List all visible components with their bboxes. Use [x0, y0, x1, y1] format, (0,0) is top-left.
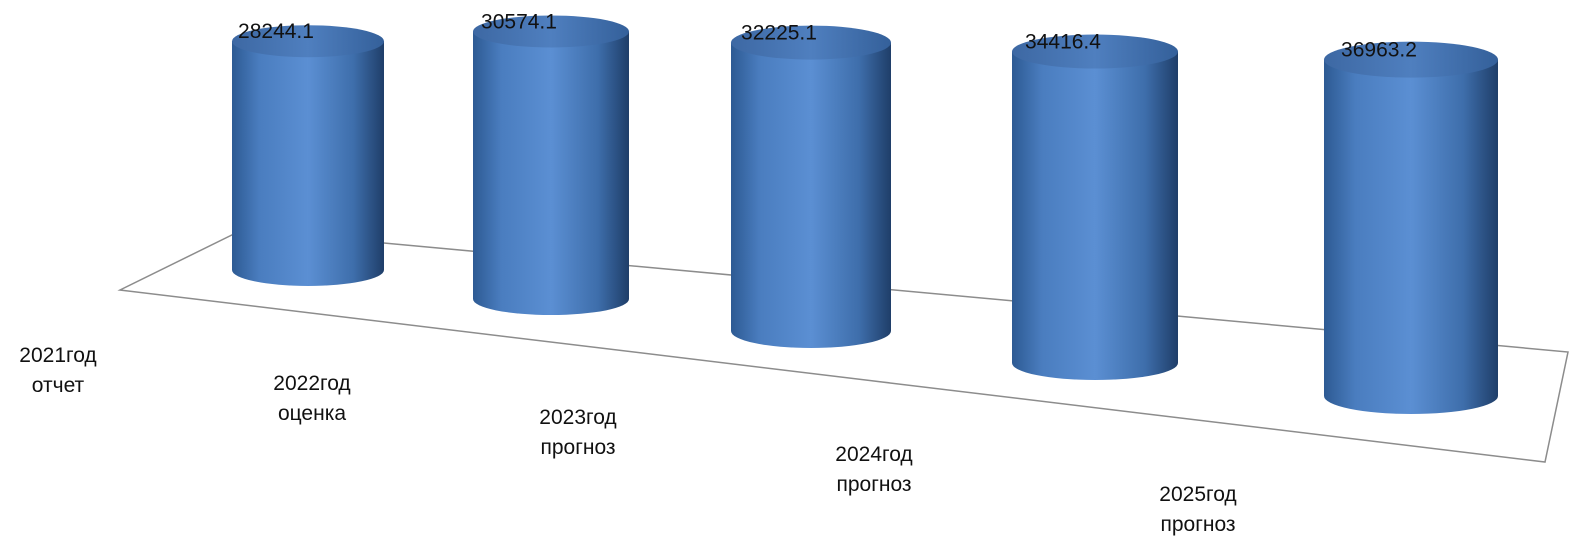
- bar-body: [232, 41, 384, 286]
- value-labels-layer: 28244.1 30574.1 32225.1 34416.4 36963.2: [238, 10, 1417, 61]
- bar-top: [731, 25, 891, 60]
- x-tick-label: 2022год оценка: [273, 372, 351, 425]
- bar-cylinder: [473, 15, 629, 316]
- bar-body: [1012, 51, 1178, 380]
- x-tick-label: 2024год прогноз: [835, 443, 913, 496]
- data-label: 32225.1: [741, 22, 817, 45]
- x-tick-label: 2025год прогноз: [1159, 483, 1237, 536]
- bar-cylinder: [1012, 34, 1178, 380]
- data-label: 34416.4: [1025, 31, 1101, 54]
- x-tick-label: 2021год отчет: [19, 344, 97, 397]
- bar-top: [1324, 41, 1498, 78]
- data-label: 36963.2: [1341, 39, 1417, 62]
- bar-top: [473, 15, 629, 48]
- bar-body: [473, 31, 629, 316]
- bar-cylinder: [1324, 41, 1498, 414]
- bar-cylinder: [731, 25, 891, 348]
- data-label: 30574.1: [481, 10, 557, 33]
- bar-body: [731, 42, 891, 348]
- data-label: 28244.1: [238, 20, 314, 43]
- bar-cylinder: [232, 25, 384, 286]
- bars-layer: [232, 15, 1498, 414]
- bar-top: [1012, 34, 1178, 69]
- bar-top: [232, 25, 384, 58]
- chart-floor: [117, 229, 1569, 463]
- bar-body: [1324, 59, 1498, 414]
- x-tick-label: 2023год прогноз: [539, 406, 617, 459]
